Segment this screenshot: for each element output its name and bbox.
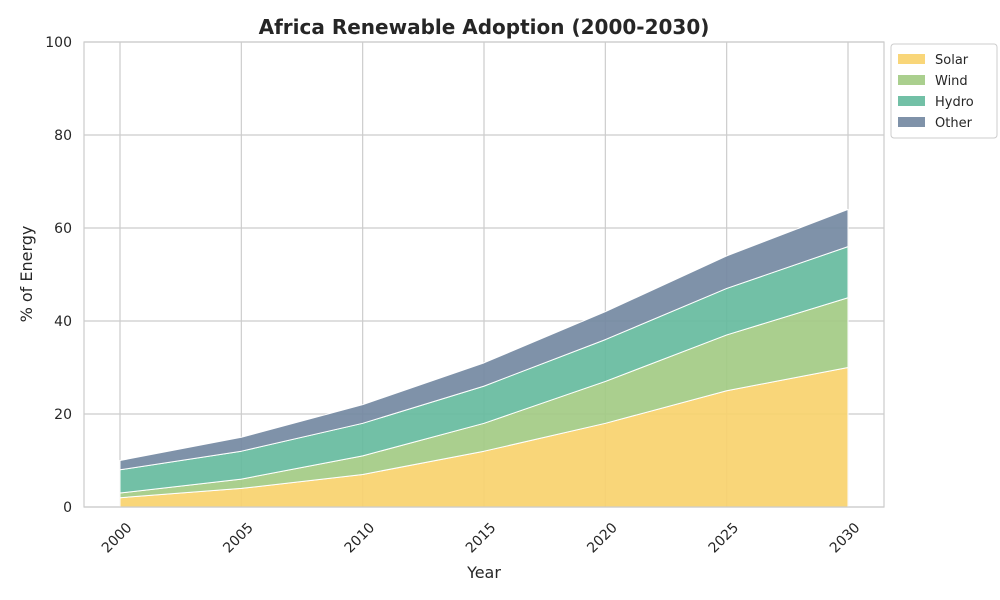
y-tick-label: 40 [54, 314, 72, 330]
x-tick-label: 2025 [706, 520, 743, 557]
legend-swatch-hydro [898, 96, 925, 106]
x-tick-labels: 2000 2005 2010 2015 2020 2025 2030 [99, 520, 864, 557]
x-tick-label: 2015 [463, 520, 500, 557]
x-tick-label: 2020 [584, 520, 621, 557]
y-tick-labels: 0 20 40 60 80 100 [45, 35, 72, 516]
legend-label-solar: Solar [935, 53, 969, 68]
legend-label-other: Other [935, 116, 973, 131]
x-tick-label: 2030 [827, 520, 864, 557]
legend-label-wind: Wind [935, 74, 968, 89]
legend-label-hydro: Hydro [935, 95, 974, 110]
y-tick-label: 60 [54, 221, 72, 237]
y-tick-label: 20 [54, 407, 72, 423]
chart-title: Africa Renewable Adoption (2000-2030) [259, 15, 710, 39]
legend-swatch-solar [898, 54, 925, 64]
y-tick-label: 0 [63, 500, 72, 516]
y-tick-label: 80 [54, 128, 72, 144]
x-tick-label: 2010 [342, 520, 379, 557]
y-tick-label: 100 [45, 35, 72, 51]
x-tick-label: 2005 [220, 520, 257, 557]
y-axis-label: % of Energy [17, 226, 36, 323]
plot-frame [83, 41, 885, 508]
legend-swatch-other [898, 117, 925, 127]
legend: Solar Wind Hydro Other [890, 43, 998, 139]
area-other [119, 208, 849, 471]
x-axis-label: Year [466, 563, 501, 582]
legend-swatch-wind [898, 75, 925, 85]
x-tick-label: 2000 [99, 520, 136, 557]
legend-box [890, 43, 998, 139]
area-series-group [119, 208, 849, 508]
